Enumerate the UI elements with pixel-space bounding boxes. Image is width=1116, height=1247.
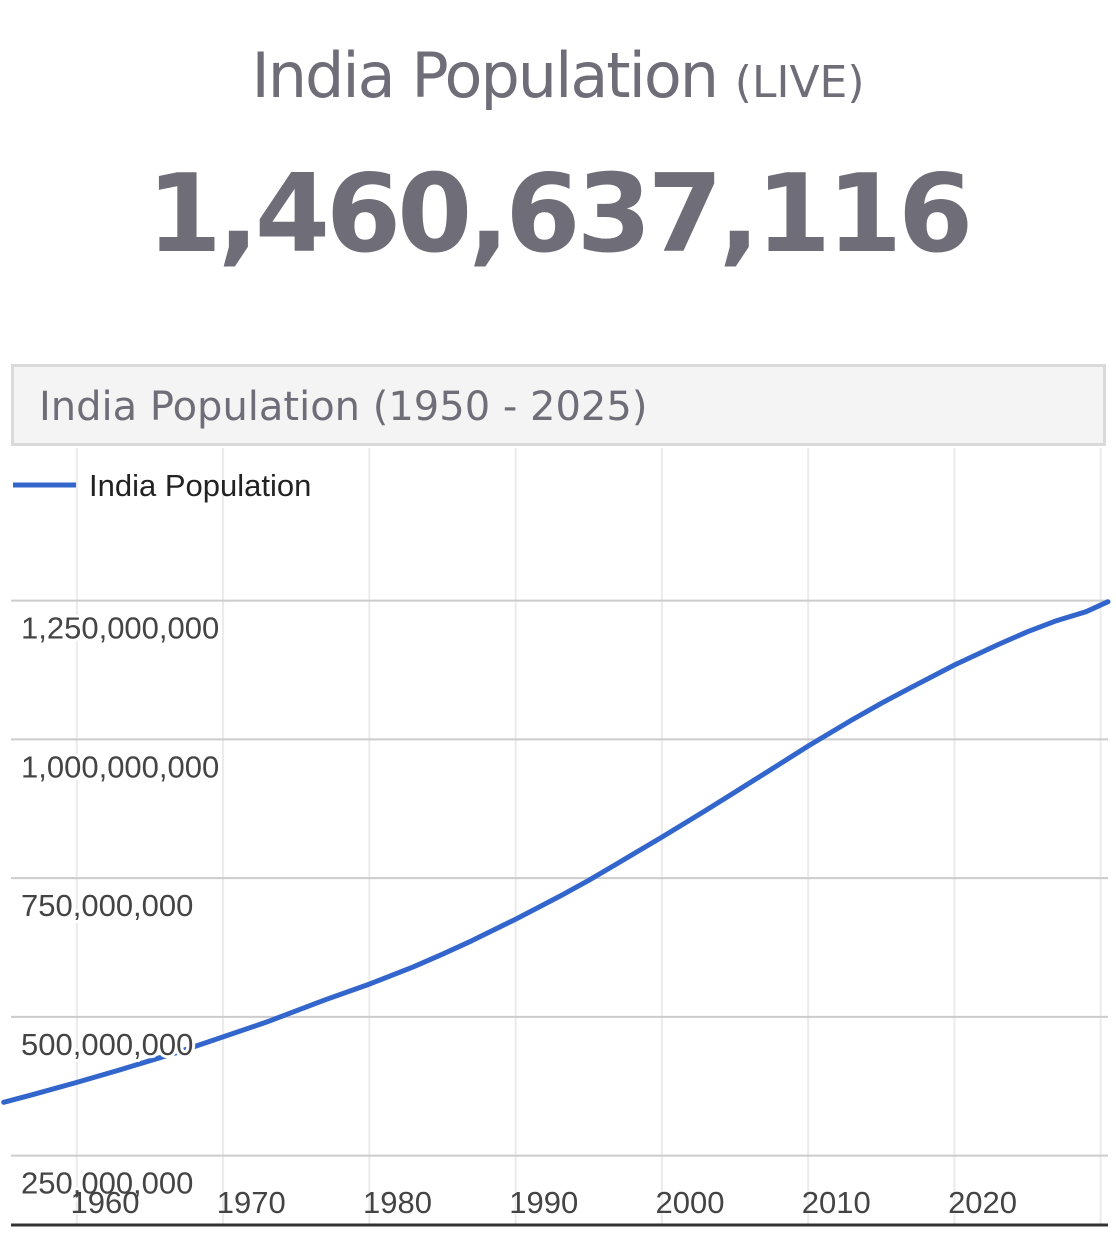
x-tick-label: 1960	[70, 1185, 139, 1220]
x-tick-label: 1970	[217, 1185, 286, 1220]
population-counter: 1,460,637,116	[146, 152, 974, 277]
x-tick-label: 2010	[802, 1185, 871, 1220]
y-tick-label: 1,250,000,000	[21, 611, 219, 646]
series-layer	[1, 599, 1111, 1105]
live-indicator: (LIVE)	[734, 57, 865, 108]
x-tick-label: 2000	[656, 1185, 725, 1220]
x-tick-label: 1980	[363, 1185, 432, 1220]
chart-panel-title: India Population (1950 - 2025)	[39, 384, 648, 430]
y-tick-label: 1,000,000,000	[21, 749, 219, 784]
y-tick-label: 250,000,000	[21, 1166, 193, 1201]
y-tick-label: 500,000,000	[21, 1027, 193, 1062]
chart-panel-header: India Population (1950 - 2025)	[11, 364, 1106, 446]
page-title: India Population (LIVE)	[0, 36, 1116, 123]
horizontal-gridlines	[11, 599, 1108, 1157]
vertical-gridlines	[75, 448, 1102, 1225]
y-tick-label: 750,000,000	[21, 888, 193, 923]
x-axis-tick-labels: 1960 1970 1980 1990 2000 2010 2020	[70, 1185, 1017, 1220]
page-title-main: India Population	[251, 39, 719, 112]
x-tick-label: 1990	[509, 1185, 578, 1220]
x-tick-label: 2020	[948, 1185, 1017, 1220]
series-line-india-population	[1, 599, 1111, 1105]
chart-area: 250,000,000 500,000,000 750,000,000 1,000,0…	[0, 448, 1116, 1247]
y-axis-tick-labels: 250,000,000 500,000,000 750,000,000 1,000,0…	[18, 608, 222, 1204]
legend: India Population	[13, 468, 311, 503]
population-line-chart: 250,000,000 500,000,000 750,000,000 1,000,0…	[1, 448, 1111, 1227]
legend-label-india-population: India Population	[89, 468, 311, 503]
